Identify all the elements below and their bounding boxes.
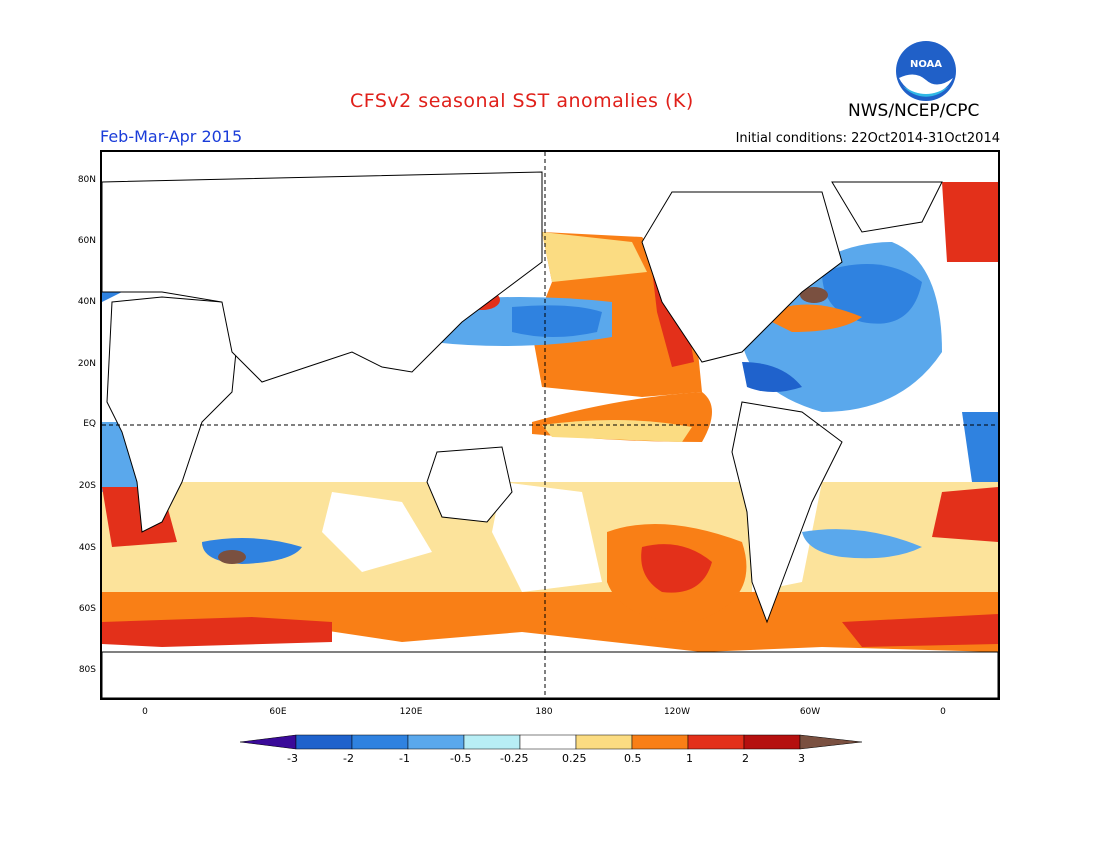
colorbar-segment-m2-m1 <box>351 734 409 750</box>
lat-label: 60S <box>78 604 96 614</box>
sst-anomaly-map <box>100 150 1000 700</box>
colorbar-label: 2 <box>742 752 749 765</box>
lon-label: 120E <box>399 707 423 717</box>
colorbar-segment-p2-p3 <box>743 734 801 750</box>
colorbar-segment-m3-m2 <box>295 734 353 750</box>
colorbar-label: -0.5 <box>450 752 472 765</box>
chart-title: CFSv2 seasonal SST anomalies (K) <box>350 90 694 112</box>
colorbar-segment-p1-p2 <box>687 734 745 750</box>
colorbar-label: -2 <box>343 752 354 765</box>
lat-label: EQ <box>83 419 96 429</box>
colorbar <box>239 734 863 750</box>
lat-label: 40N <box>77 297 96 307</box>
colorbar-label: 0.5 <box>624 752 642 765</box>
lat-label: 80S <box>78 665 96 675</box>
colorbar-segment-lt-m3 <box>239 734 297 750</box>
colorbar-segment-neutral <box>519 734 577 750</box>
lon-label: 0 <box>142 707 148 717</box>
map-canvas <box>102 152 998 698</box>
colorbar-segment-gt-p3 <box>799 734 863 750</box>
lat-label: 20N <box>77 359 96 369</box>
initial-conditions: Initial conditions: 22Oct2014-31Oct2014 <box>735 131 1000 146</box>
colorbar-label: -3 <box>287 752 298 765</box>
lon-label: 120W <box>663 707 691 717</box>
lat-label: 40S <box>78 543 96 553</box>
colorbar-label: 1 <box>686 752 693 765</box>
colorbar-label: 0.25 <box>562 752 587 765</box>
colorbar-label: 3 <box>798 752 805 765</box>
lon-label: 60W <box>799 707 821 717</box>
lon-label: 60E <box>269 707 287 717</box>
colorbar-segment-m1-m05 <box>407 734 465 750</box>
coastlines <box>102 171 998 698</box>
forecast-period: Feb-Mar-Apr 2015 <box>100 127 243 146</box>
colorbar-segment-p025-p05 <box>575 734 633 750</box>
colorbar-label: -0.25 <box>500 752 529 765</box>
lon-label: 0 <box>940 707 946 717</box>
noaa-logo: NOAA <box>896 41 956 101</box>
organization-label: NWS/NCEP/CPC <box>848 101 980 121</box>
colorbar-label: -1 <box>399 752 410 765</box>
lat-label: 20S <box>78 481 96 491</box>
colorbar-segment-p05-p1 <box>631 734 689 750</box>
lon-label: 180 <box>535 707 553 717</box>
colorbar-segment-m05-m025 <box>463 734 521 750</box>
lat-label: 80N <box>77 175 96 185</box>
logo-text: NOAA <box>910 59 942 70</box>
lat-label: 60N <box>77 236 96 246</box>
